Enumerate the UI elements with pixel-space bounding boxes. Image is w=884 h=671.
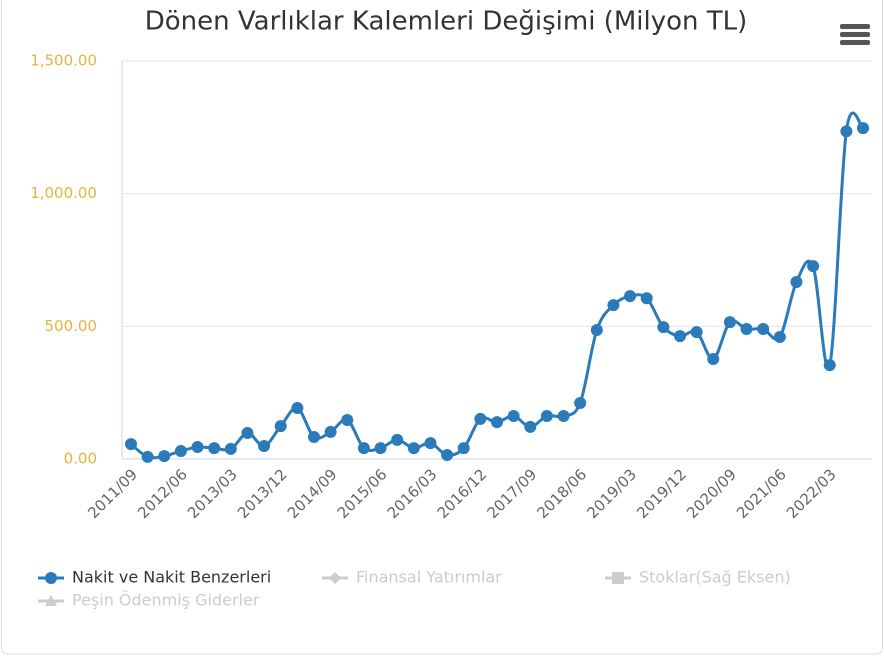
legend-symbol[interactable]: [329, 572, 341, 584]
data-point: [507, 410, 520, 423]
data-point: [274, 420, 287, 433]
data-point: [524, 420, 537, 433]
data-point: [241, 426, 254, 439]
data-point: [208, 442, 221, 455]
y-tick-label: 0.00: [64, 450, 97, 468]
data-point: [624, 290, 637, 303]
legend-item[interactable]: Nakit ve Nakit Benzerleri: [38, 568, 271, 587]
data-point: [191, 441, 204, 454]
data-point: [391, 433, 404, 446]
data-point: [740, 322, 753, 335]
y-tick-label: 500.00: [45, 317, 98, 335]
data-point: [574, 397, 587, 410]
data-point: [840, 125, 853, 138]
data-point: [823, 359, 836, 372]
data-point: [640, 292, 653, 305]
data-point: [807, 260, 820, 273]
y-tick-label: 1,500.00: [30, 52, 97, 70]
data-point: [757, 322, 770, 335]
legend-item[interactable]: Finansal Yatırımlar: [322, 568, 502, 587]
data-point: [491, 416, 503, 429]
data-point: [457, 442, 470, 455]
data-point: [224, 442, 237, 455]
data-point: [158, 450, 171, 463]
legend-item[interactable]: Peşin Ödenmiş Giderler: [38, 591, 260, 610]
data-point: [324, 425, 337, 438]
data-point: [141, 450, 154, 463]
menu-bar[interactable]: [840, 40, 870, 45]
data-point: [308, 430, 320, 443]
chart-frame: [1, 0, 883, 655]
data-point: [590, 324, 603, 337]
legend-symbol[interactable]: [612, 572, 624, 584]
legend-label[interactable]: Peşin Ödenmiş Giderler: [72, 591, 260, 610]
data-point: [474, 412, 487, 425]
menu-bar[interactable]: [840, 32, 870, 37]
legend-symbol[interactable]: [45, 595, 57, 606]
data-point: [407, 442, 420, 455]
data-point: [374, 442, 387, 455]
data-point: [174, 445, 187, 458]
data-point: [291, 402, 304, 415]
data-point: [341, 413, 354, 426]
data-point: [657, 321, 670, 334]
data-point: [723, 316, 736, 329]
legend-label[interactable]: Finansal Yatırımlar: [356, 568, 502, 587]
data-point: [857, 122, 869, 135]
data-point: [125, 438, 137, 451]
legend-item[interactable]: Stoklar(Sağ Eksen): [605, 568, 791, 587]
data-point: [258, 439, 271, 452]
chart-title: Dönen Varlıklar Kalemleri Değişimi (Mily…: [145, 7, 748, 37]
data-point: [441, 449, 454, 462]
data-point: [557, 410, 570, 423]
data-point: [707, 352, 720, 365]
data-point: [357, 442, 370, 455]
menu-button[interactable]: [840, 24, 870, 45]
data-point: [424, 437, 437, 450]
data-point: [540, 410, 553, 423]
data-point: [773, 330, 786, 343]
legend-symbol[interactable]: [45, 572, 57, 584]
data-point: [790, 276, 803, 289]
y-tick-label: 1,000.00: [30, 184, 97, 202]
data-point: [690, 326, 703, 339]
data-point: [674, 330, 686, 343]
legend-label[interactable]: Stoklar(Sağ Eksen): [639, 568, 791, 587]
data-point: [607, 299, 620, 312]
legend-label[interactable]: Nakit ve Nakit Benzerleri: [72, 568, 271, 587]
menu-bar[interactable]: [840, 24, 870, 29]
